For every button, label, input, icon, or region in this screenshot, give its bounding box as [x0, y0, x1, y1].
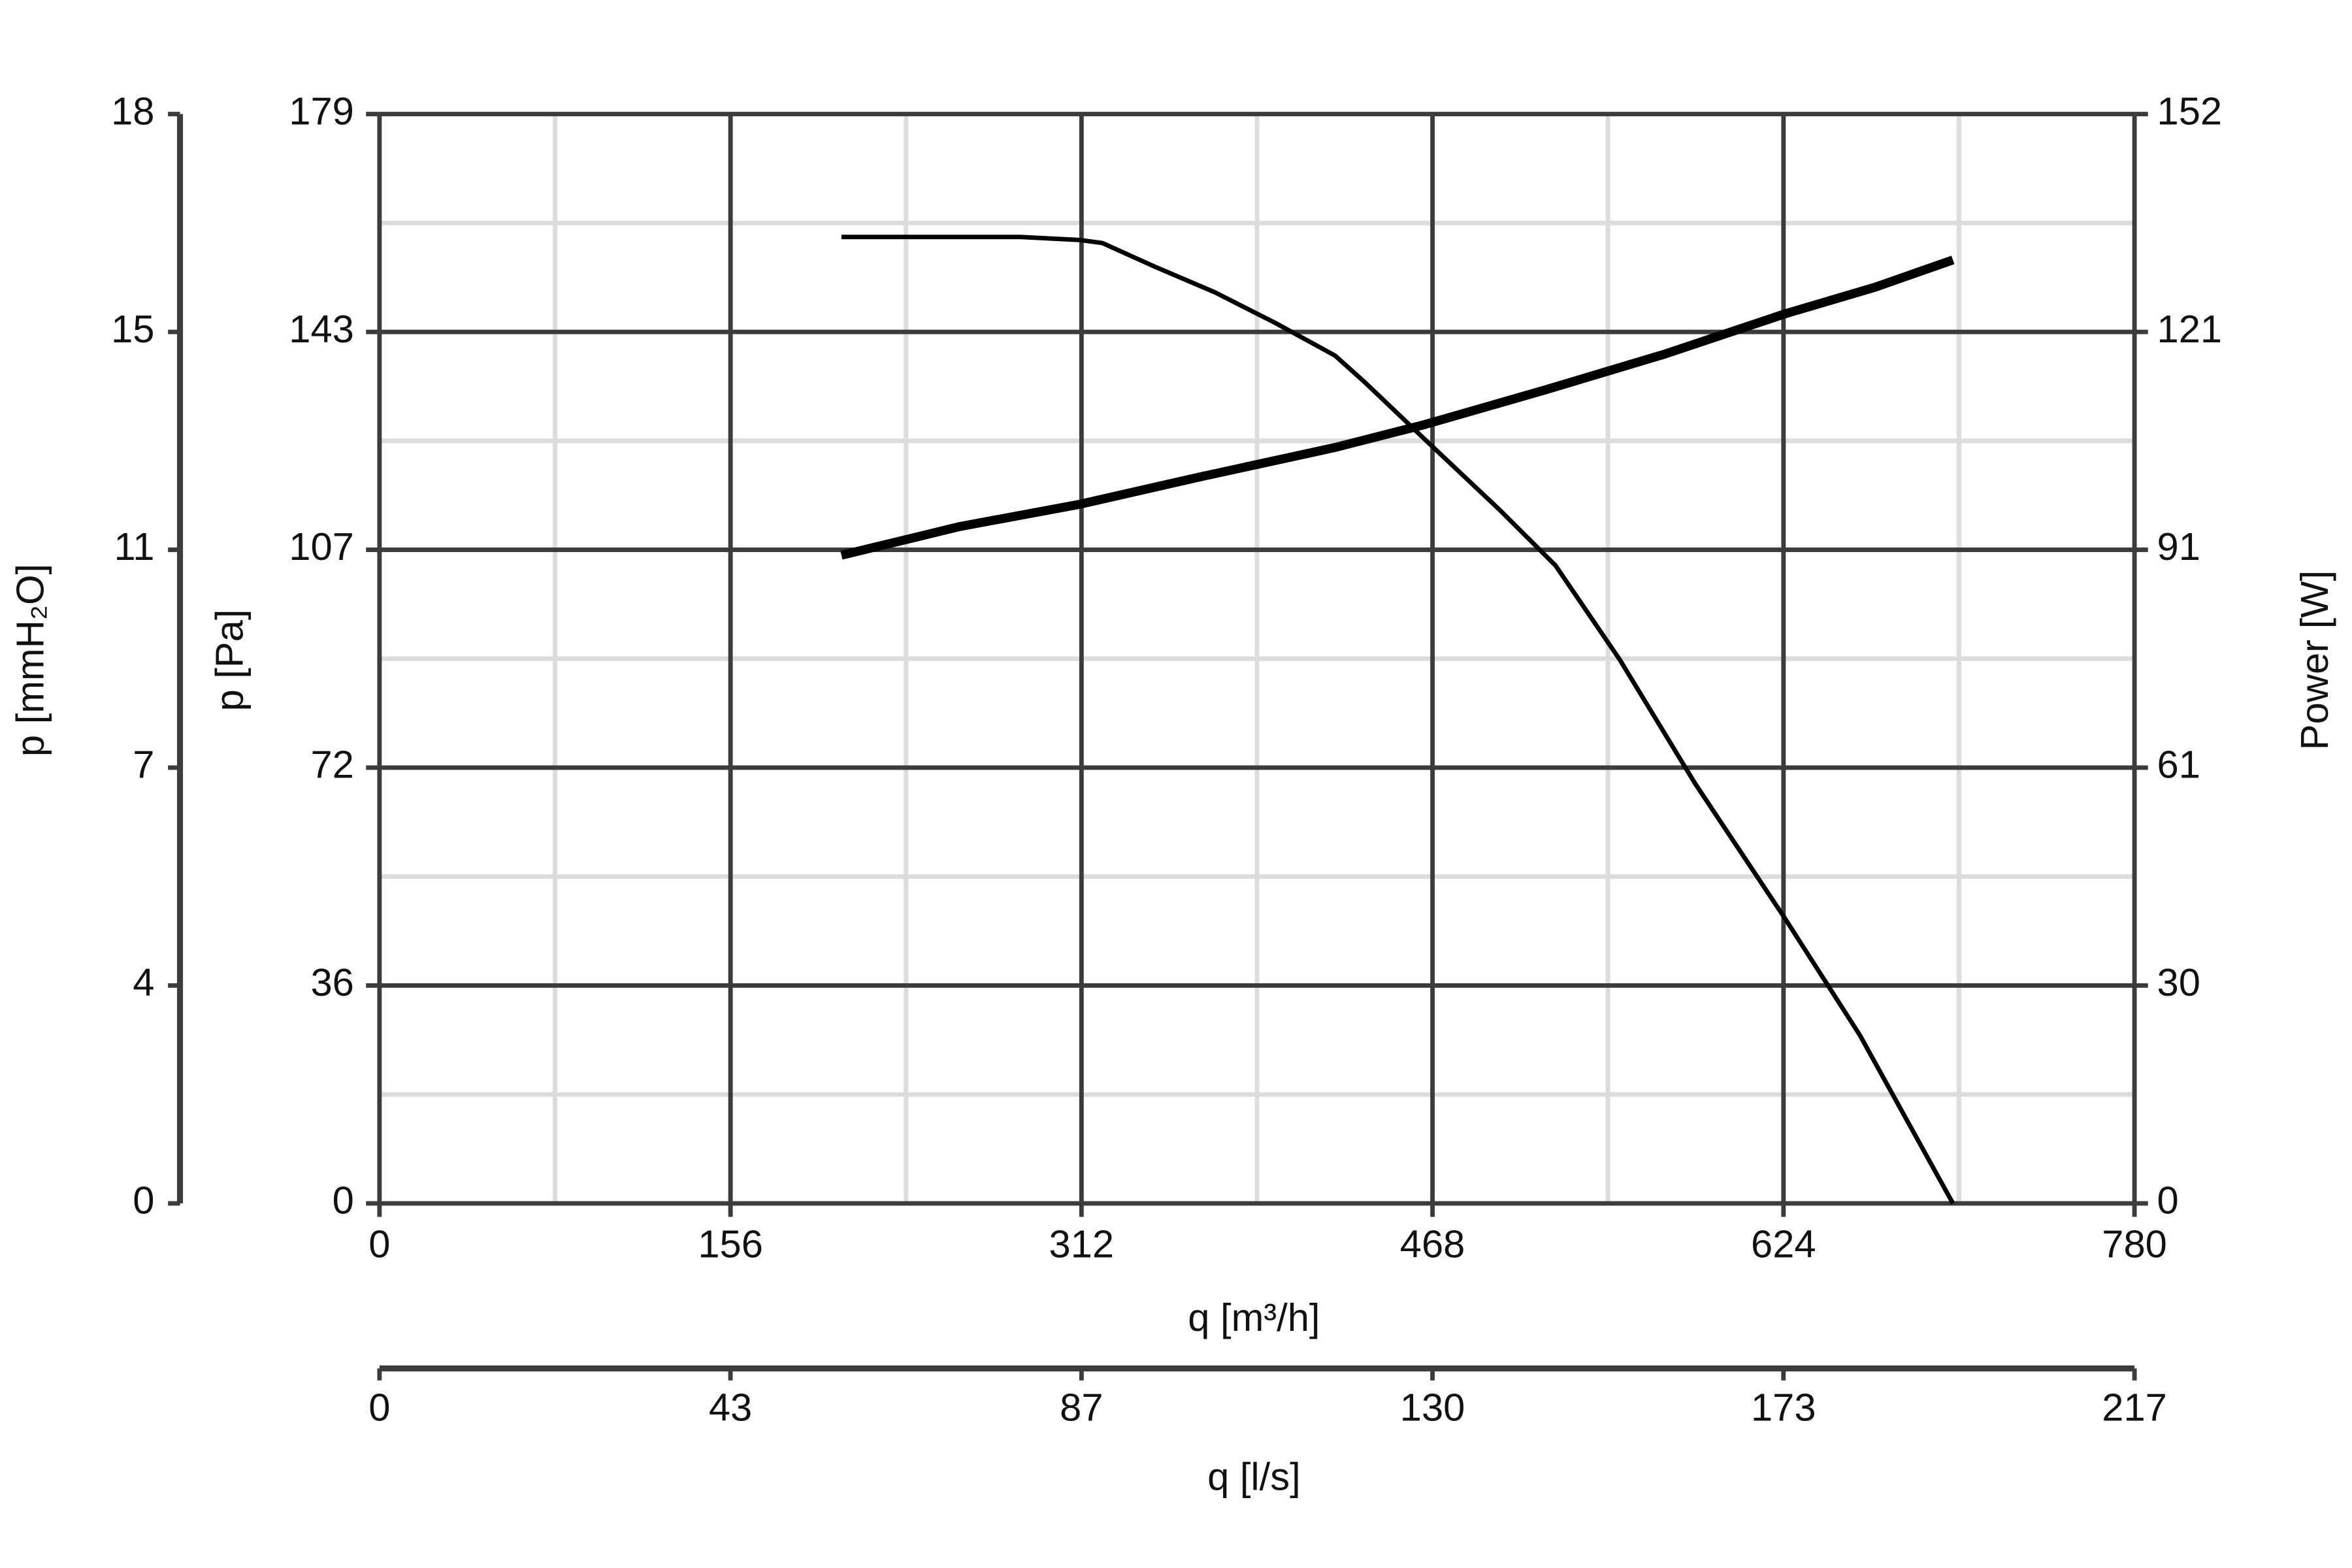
y2-tick-label: 121 — [2157, 307, 2223, 351]
series-line — [841, 235, 1955, 1205]
x2-tick-label: 130 — [1400, 1386, 1465, 1429]
x-tick-label: 312 — [1049, 1222, 1115, 1266]
y2-tick-label: 0 — [2157, 1179, 2179, 1222]
y2-tick-label: 30 — [2157, 960, 2200, 1004]
y3-axis-label: p [mmH₂O] — [8, 564, 52, 757]
y-axis-label: p [Pa] — [208, 610, 252, 711]
y3-tick-label: 7 — [133, 743, 154, 787]
y3-tick-label: 4 — [133, 960, 154, 1004]
y-tick-label: 107 — [289, 525, 354, 568]
y-tick-label: 143 — [289, 307, 354, 351]
y-tick-label: 179 — [289, 89, 354, 133]
y-tick-label: 72 — [310, 743, 353, 787]
x2-tick-label: 87 — [1060, 1386, 1103, 1429]
y3-tick-label: 15 — [111, 307, 154, 351]
y-tick-label: 0 — [333, 1179, 354, 1222]
x2-tick-label: 173 — [1751, 1386, 1816, 1429]
x2-tick-label: 43 — [709, 1386, 752, 1429]
y-tick-label: 36 — [310, 960, 353, 1004]
x-tick-label: 780 — [2102, 1222, 2167, 1266]
x-tick-label: 0 — [368, 1222, 390, 1266]
x-tick-label: 468 — [1400, 1222, 1465, 1266]
x-tick-label: 156 — [698, 1222, 763, 1266]
y2-axis-label: Power [W] — [2293, 570, 2336, 750]
x-axis-label: q [m³/h] — [1188, 1296, 1320, 1339]
x-tick-label: 624 — [1751, 1222, 1816, 1266]
x2-tick-label: 0 — [368, 1386, 390, 1429]
y2-tick-label: 61 — [2157, 743, 2200, 787]
y3-tick-label: 0 — [133, 1179, 154, 1222]
x2-axis-label: q [l/s] — [1207, 1454, 1301, 1498]
y3-tick-label: 11 — [114, 525, 155, 568]
y2-tick-label: 91 — [2157, 525, 2200, 568]
y3-tick-label: 18 — [111, 89, 154, 133]
y2-tick-label: 152 — [2157, 89, 2223, 133]
x2-tick-label: 217 — [2102, 1386, 2167, 1429]
series-line — [840, 255, 1955, 560]
